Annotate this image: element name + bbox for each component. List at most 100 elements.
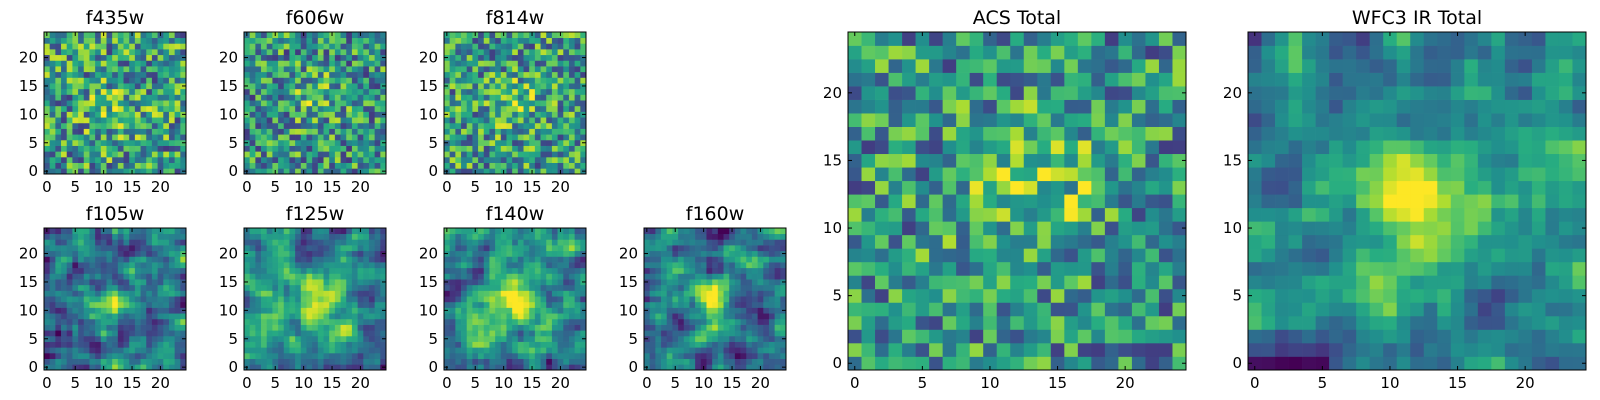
heatmap-cell: [134, 279, 141, 286]
heatmap-cell: [129, 313, 136, 320]
heatmap-cell: [649, 341, 656, 348]
heatmap-cell: [306, 156, 313, 163]
heatmap-cell: [483, 139, 490, 146]
heatmap-cell: [312, 233, 319, 240]
heatmap-cell: [78, 245, 85, 252]
heatmap-cell: [374, 279, 381, 286]
heatmap-cell: [289, 49, 296, 56]
heatmap-cell: [706, 330, 713, 337]
heatmap-cell: [568, 324, 575, 331]
heatmap-cell: [61, 330, 68, 337]
heatmap-cell: [334, 94, 341, 101]
heatmap-cell: [66, 66, 73, 73]
heatmap-cell: [455, 352, 462, 359]
heatmap-cell: [540, 88, 547, 95]
y-tick-label: 20: [19, 245, 38, 263]
heatmap-cell: [551, 128, 558, 135]
heatmap-cell: [83, 290, 90, 297]
heatmap-cell: [340, 341, 347, 348]
heatmap-cell: [346, 256, 353, 263]
heatmap-cell: [875, 234, 889, 249]
heatmap-cell: [112, 145, 119, 152]
heatmap-cell: [683, 301, 690, 308]
heatmap-cell: [100, 239, 107, 246]
heatmap-cell: [512, 335, 519, 342]
heatmap-cell: [112, 60, 119, 67]
heatmap-cell: [357, 262, 364, 269]
x-tick-label: 10: [294, 178, 313, 196]
heatmap-cell: [712, 267, 719, 274]
heatmap-cell: [346, 284, 353, 291]
heatmap-cell: [44, 245, 51, 252]
heatmap-cell: [374, 307, 381, 314]
heatmap-cell: [449, 162, 456, 169]
heatmap-cell: [444, 100, 451, 107]
heatmap-cell: [655, 250, 662, 257]
heatmap-cell: [163, 105, 170, 112]
heatmap-cell: [729, 341, 736, 348]
heatmap-cell: [357, 162, 364, 169]
heatmap-cell: [168, 71, 175, 78]
heatmap-cell: [557, 313, 564, 320]
heatmap-cell: [300, 122, 307, 129]
heatmap-cell: [363, 250, 370, 257]
heatmap-cell: [512, 347, 519, 354]
heatmap-cell: [478, 83, 485, 90]
heatmap-cell: [129, 94, 136, 101]
heatmap-cell: [329, 111, 336, 118]
heatmap-cell: [929, 342, 943, 357]
heatmap-cell: [289, 66, 296, 73]
heatmap-cell: [66, 43, 73, 50]
heatmap-cell: [740, 290, 747, 297]
heatmap-cell: [540, 94, 547, 101]
heatmap-cell: [44, 71, 51, 78]
heatmap-cell: [574, 151, 581, 158]
heatmap-cell: [466, 256, 473, 263]
heatmap-cell: [180, 273, 187, 280]
heatmap-cell: [740, 296, 747, 303]
heatmap-cell: [55, 307, 62, 314]
heatmap-cell: [517, 111, 524, 118]
heatmap-cell: [146, 156, 153, 163]
heatmap-cell: [123, 301, 130, 308]
heatmap-cell: [455, 77, 462, 84]
heatmap-cell: [317, 83, 324, 90]
heatmap-cell: [151, 284, 158, 291]
heatmap-cell: [146, 117, 153, 124]
heatmap-cell: [123, 341, 130, 348]
heatmap-cell: [134, 239, 141, 246]
heatmap-cell: [580, 128, 587, 135]
heatmap-cell: [134, 134, 141, 141]
heatmap-cell: [261, 128, 268, 135]
heatmap-cell: [244, 94, 251, 101]
heatmap-cell: [734, 273, 741, 280]
heatmap-cell: [529, 105, 536, 112]
heatmap-cell: [100, 313, 107, 320]
heatmap-cell: [996, 180, 1011, 195]
heatmap-cell: [117, 335, 124, 342]
heatmap-cell: [551, 83, 558, 90]
heatmap-cell: [478, 105, 485, 112]
heatmap-cell: [529, 284, 536, 291]
heatmap-cell: [517, 341, 524, 348]
heatmap-cell: [763, 324, 770, 331]
heatmap-cell: [540, 151, 547, 158]
heatmap-cell: [272, 145, 279, 152]
heatmap-cell: [351, 145, 358, 152]
heatmap-cell: [289, 318, 296, 325]
heatmap-cell: [644, 358, 651, 365]
heatmap-cell: [478, 71, 485, 78]
heatmap-cell: [278, 168, 285, 175]
heatmap-cell: [346, 49, 353, 56]
heatmap-cell: [534, 296, 541, 303]
heatmap-cell: [283, 32, 290, 39]
heatmap-cell: [289, 284, 296, 291]
heatmap-cell: [551, 77, 558, 84]
heatmap-cell: [1158, 315, 1173, 330]
heatmap-cell: [983, 342, 998, 357]
heatmap-cell: [695, 318, 702, 325]
heatmap-cell: [683, 284, 690, 291]
heatmap-cell: [129, 66, 136, 73]
heatmap-cell: [568, 117, 575, 124]
heatmap-cell: [329, 49, 336, 56]
